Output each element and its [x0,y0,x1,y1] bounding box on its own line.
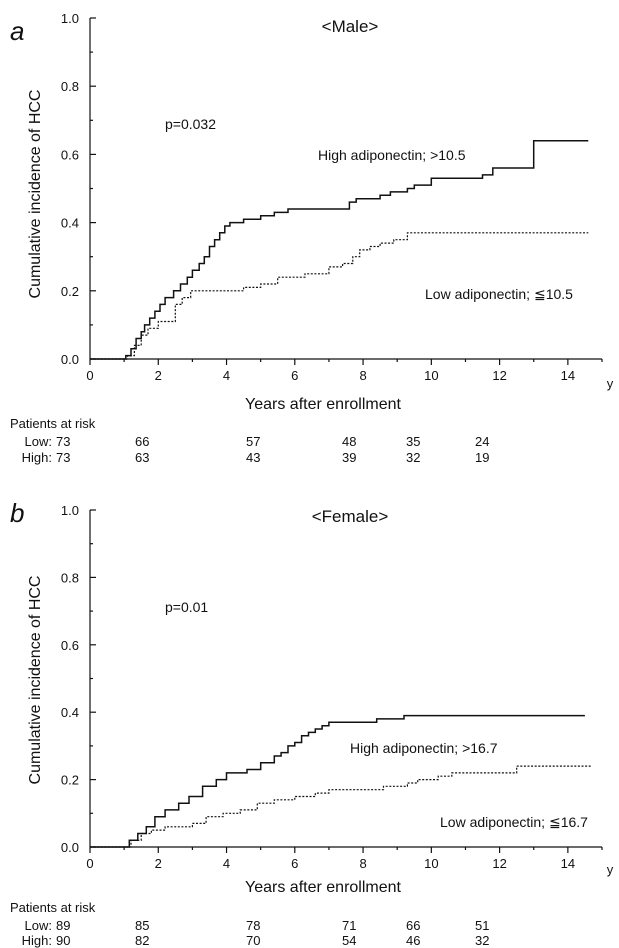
panel-b-x-tick-label: 10 [424,856,438,871]
panel-b-x-tick-label: 8 [359,856,366,871]
panel-b-x-tick-label: 0 [86,856,93,871]
panel-b-low-adiponectin-curve [90,765,592,848]
panel-b-x-tick-label: 12 [492,856,506,871]
panel-b-y-tick-label: 1.0 [61,503,79,518]
panel-b-x-axis-label: Years after enrollment [245,879,401,896]
panel-b-risk-low-1: 85 [135,918,149,933]
panel-a-low-adiponectin-curve [90,232,589,360]
panel-a-x-tick-label: 0 [86,368,93,383]
panel-b-letter: b [10,498,24,528]
panel-a-x-tick-label: 6 [291,368,298,383]
panel-b-y-tick-label: 0.6 [61,638,79,653]
panel-a-y-tick-label: 0.2 [61,284,79,299]
panel-a-y-tick-label: 0.8 [61,79,79,94]
panel-a-x-unit: y [607,376,614,391]
panel-a: a <Male> Cumulative incidence of HCC Yea… [10,11,614,465]
panel-b-risk-high-4: 46 [406,933,420,948]
panel-b-legend-high: High adiponectin; >16.7 [350,740,498,756]
panel-b-title: <Female> [312,507,389,526]
panel-a-risk-low-4: 35 [406,434,420,449]
panel-a-high-adiponectin-curve [90,140,589,360]
panel-b-y-tick-label: 0.4 [61,705,79,720]
panel-a-risk-high-3: 39 [342,450,356,465]
panel-b-risk-table: Patients at risk Low: High: 89 85 78 71 … [10,900,489,948]
panel-b-risk-high-0: 90 [56,933,70,948]
panel-a-risk-low-1: 66 [135,434,149,449]
panel-b-risk-low-4: 66 [406,918,420,933]
panel-a-risk-label-low: Low: [25,434,52,449]
panel-b-x-unit: y [607,862,614,877]
panel-a-y-tick-label: 1.0 [61,11,79,26]
panel-a-p-value: p=0.032 [165,116,216,132]
panel-a-x-tick-label: 10 [424,368,438,383]
panel-a-risk-low-3: 48 [342,434,356,449]
panel-a-letter: a [10,16,24,46]
panel-b-axes: 0.0 0.2 0.4 0.6 0.8 1.0 0 2 4 6 8 10 12 14 [61,503,603,871]
panel-a-risk-high-5: 19 [475,450,489,465]
panel-b-y-tick-label: 0.2 [61,773,79,788]
panel-a-y-tick-label: 0.0 [61,352,79,367]
panel-b-x-tick-label: 14 [561,856,575,871]
panel-b-p-value: p=0.01 [165,599,208,615]
panel-a-risk-label-high: High: [22,450,52,465]
panel-a-risk-high-0: 73 [56,450,70,465]
panel-b-risk-high-3: 54 [342,933,356,948]
panel-a-x-tick-label: 2 [155,368,162,383]
panel-a-risk-low-5: 24 [475,434,489,449]
panel-a-risk-low-0: 73 [56,434,70,449]
panel-b-high-adiponectin-curve [90,714,585,848]
panel-b-risk-low-0: 89 [56,918,70,933]
panel-a-risk-title: Patients at risk [10,416,96,431]
panel-b-risk-high-5: 32 [475,933,489,948]
panel-b-x-tick-label: 6 [291,856,298,871]
panel-a-legend-high: High adiponectin; >10.5 [318,147,466,163]
panel-a-x-tick-label: 12 [492,368,506,383]
panel-b-risk-low-5: 51 [475,918,489,933]
panel-b-y-tick-label: 0.8 [61,570,79,585]
panel-a-y-axis-label: Cumulative incidence of HCC [27,90,44,299]
panel-a-risk-high-4: 32 [406,450,420,465]
panel-a-y-tick-label: 0.6 [61,147,79,162]
panel-b-risk-low-3: 71 [342,918,356,933]
panel-a-x-tick-label: 8 [359,368,366,383]
panel-b-risk-title: Patients at risk [10,900,96,915]
panel-b-x-tick-label: 2 [155,856,162,871]
panel-a-risk-table: Patients at risk Low: High: 73 66 57 48 … [10,416,489,465]
panel-b-x-tick-label: 4 [223,856,230,871]
panel-a-title: <Male> [322,17,379,36]
panel-a-axes: 0.0 0.2 0.4 0.6 0.8 1.0 0 2 4 6 8 10 12 14 [61,11,603,383]
panel-b-risk-high-2: 70 [246,933,260,948]
panel-b-legend-low: Low adiponectin; ≦16.7 [440,814,588,830]
panel-b-risk-label-high: High: [22,933,52,948]
panel-b: b <Female> Cumulative incidence of HCC Y… [10,498,614,948]
panel-a-x-tick-label: 14 [561,368,575,383]
panel-b-risk-high-1: 82 [135,933,149,948]
panel-b-risk-label-low: Low: [25,918,52,933]
panel-b-y-tick-label: 0.0 [61,840,79,855]
panel-a-risk-high-1: 63 [135,450,149,465]
panel-b-risk-low-2: 78 [246,918,260,933]
panel-a-risk-low-2: 57 [246,434,260,449]
panel-a-x-axis-label: Years after enrollment [245,396,401,413]
panel-a-legend-low: Low adiponectin; ≦10.5 [425,286,573,302]
panel-a-x-tick-label: 4 [223,368,230,383]
panel-a-y-tick-label: 0.4 [61,216,79,231]
panel-b-y-axis-label: Cumulative incidence of HCC [27,576,44,785]
panel-a-risk-high-2: 43 [246,450,260,465]
